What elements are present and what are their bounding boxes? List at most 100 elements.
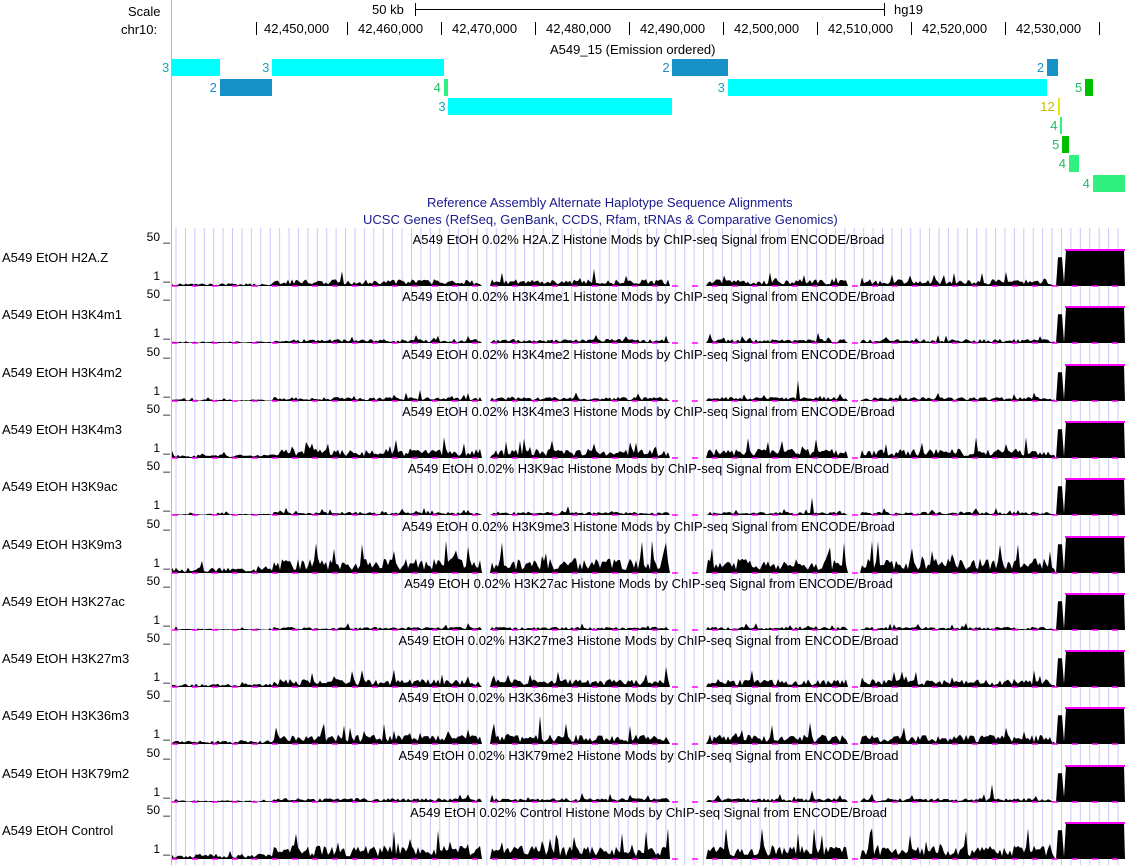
signal-area — [172, 708, 1125, 745]
axis-min-label: 1 _ — [153, 727, 170, 742]
track-label[interactable]: A549 EtOH Control — [2, 823, 114, 838]
axis-min-label: 1 _ — [153, 440, 170, 455]
signal-area — [172, 364, 1125, 401]
track-title: A549 EtOH 0.02% Control Histone Mods by … — [410, 805, 887, 820]
coordinate-tick — [441, 22, 442, 35]
signal-plot — [172, 650, 1125, 688]
signal-plot — [172, 306, 1125, 345]
chromhmm-state-label: 2 — [662, 60, 670, 75]
coordinate-label: 42,460,000 — [358, 21, 424, 36]
axis-max-label: 50 _ — [146, 803, 170, 817]
chromhmm-segment[interactable] — [727, 79, 1047, 96]
signal-plot — [172, 764, 1125, 803]
coordinate-tick — [1099, 22, 1100, 35]
signal-plot — [172, 822, 1125, 860]
chromhmm-segment[interactable] — [1046, 59, 1059, 76]
chromhmm-segment[interactable] — [272, 59, 444, 76]
chromhmm-segment[interactable] — [1058, 98, 1061, 115]
axis-max-label: 50 _ — [146, 573, 170, 588]
chromhmm-segment[interactable] — [672, 59, 728, 76]
track-label[interactable]: A549 EtOH H3K4m1 — [2, 307, 122, 323]
axis-min-label: 1 _ — [153, 784, 170, 799]
axis-min-label: 1 _ — [153, 612, 170, 627]
signal-area — [172, 307, 1125, 344]
signal-area — [172, 593, 1125, 630]
coordinate-label: 42,480,000 — [546, 21, 612, 36]
left-border-line — [171, 0, 172, 865]
scale-bar-left-tick — [415, 3, 416, 16]
coordinate-label: 42,530,000 — [1016, 21, 1082, 36]
track-label[interactable]: A549 EtOH H3K27ac — [2, 593, 125, 609]
axis-min-label: 1 _ — [153, 555, 170, 570]
track-title: A549 EtOH 0.02% H3K27ac Histone Mods by … — [404, 575, 893, 591]
chromhmm-segment[interactable] — [443, 79, 449, 96]
coordinate-label: 42,500,000 — [734, 21, 800, 36]
scale-bar — [415, 9, 885, 10]
coordinate-label: 42,470,000 — [452, 21, 518, 36]
track-label[interactable]: A549 EtOH H3K9m3 — [2, 536, 122, 552]
signal-plot — [172, 249, 1125, 287]
track-title: A549 EtOH 0.02% H3K27me3 Histone Mods by… — [398, 633, 899, 649]
chromhmm-state-label: 12 — [1040, 99, 1055, 114]
chromhmm-segment[interactable] — [1068, 155, 1080, 172]
chromhmm-segment[interactable] — [1092, 175, 1125, 192]
axis-max-label: 50 _ — [146, 745, 170, 760]
track-label[interactable]: A549 EtOH H3K4m3 — [2, 421, 122, 437]
track-title: A549 EtOH 0.02% H3K9me3 Histone Mods by … — [402, 518, 895, 534]
track-label[interactable]: A549 EtOH H2A.Z — [2, 250, 109, 265]
coordinate-label: 42,510,000 — [828, 21, 894, 36]
chromhmm-segment[interactable] — [448, 98, 673, 115]
signal-area — [172, 250, 1125, 286]
coordinate-tick — [629, 22, 630, 35]
chromhmm-state-label: 3 — [438, 99, 446, 114]
scale-bar-right-tick — [884, 3, 885, 16]
axis-min-label: 1 _ — [153, 842, 170, 856]
chromhmm-segment[interactable] — [1060, 117, 1063, 134]
chromhmm-state-label: 2 — [1036, 60, 1045, 75]
group-title-ucsc-genes: UCSC Genes (RefSeq, GenBank, CCDS, Rfam,… — [363, 212, 838, 227]
axis-max-label: 50 _ — [146, 631, 170, 646]
signal-area — [172, 651, 1125, 688]
track-label[interactable]: A549 EtOH H3K27m3 — [2, 651, 130, 667]
track-label[interactable]: A549 EtOH H3K4m2 — [2, 364, 122, 380]
chromhmm-state-label: 5 — [1074, 80, 1083, 95]
coordinate-tick — [347, 22, 348, 35]
signal-plot — [172, 535, 1125, 574]
signal-area — [172, 536, 1125, 573]
signal-plot — [172, 420, 1125, 459]
coordinate-label: 42,450,000 — [264, 21, 330, 36]
chromhmm-segment[interactable] — [1084, 79, 1093, 96]
coordinate-label: 42,520,000 — [922, 21, 988, 36]
coordinate-tick — [256, 22, 257, 35]
signal-area — [172, 421, 1125, 458]
chromhmm-title: A549_15 (Emission ordered) — [550, 42, 716, 57]
chromhmm-segment[interactable] — [219, 79, 273, 96]
coordinate-tick — [911, 22, 912, 35]
track-label[interactable]: A549 EtOH H3K79m2 — [2, 765, 130, 781]
coordinate-label: 42,490,000 — [640, 21, 706, 36]
signal-plot — [172, 707, 1125, 746]
signal-plot — [172, 592, 1125, 631]
axis-min-label: 1 _ — [153, 383, 170, 398]
axis-max-label: 50 _ — [146, 516, 170, 531]
scale-label: Scale — [128, 4, 161, 19]
axis-max-label: 50 _ — [146, 230, 170, 244]
signal-area — [172, 823, 1125, 859]
chromhmm-state-label: 4 — [433, 80, 441, 95]
track-label[interactable]: A549 EtOH H3K9ac — [2, 479, 118, 495]
axis-max-label: 50 _ — [146, 459, 170, 474]
track-label[interactable]: A549 EtOH H3K36m3 — [2, 708, 130, 724]
chromhmm-state-label: 3 — [717, 80, 725, 95]
track-title: A549 EtOH 0.02% H3K4me1 Histone Mods by … — [402, 289, 895, 305]
signal-area — [172, 765, 1125, 802]
coordinate-tick — [535, 22, 536, 35]
grid-lines — [175, 228, 1119, 865]
axis-max-label: 50 _ — [146, 344, 170, 359]
chrom-label: chr10: — [121, 22, 158, 37]
coordinate-tick — [1005, 22, 1006, 35]
chromhmm-segment[interactable] — [172, 59, 220, 76]
chromhmm-state-label: 3 — [262, 60, 270, 75]
chromhmm-segment[interactable] — [1062, 136, 1069, 153]
axis-max-label: 50 _ — [146, 688, 170, 703]
